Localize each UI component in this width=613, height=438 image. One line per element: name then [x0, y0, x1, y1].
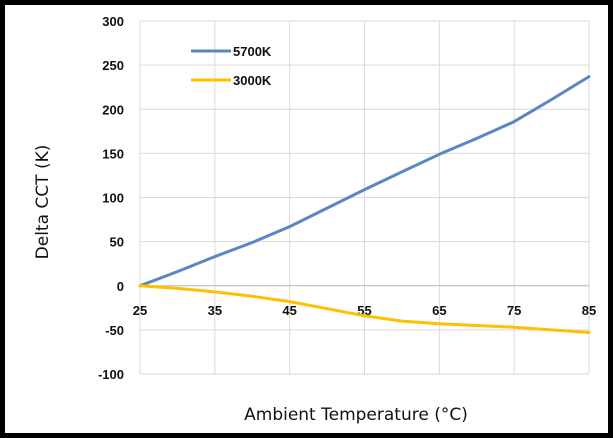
x-tick-label: 75 [507, 303, 521, 318]
y-axis-title: Delta CCT (K) [33, 145, 53, 260]
y-tick-label: 300 [102, 14, 124, 29]
x-tick-label: 45 [282, 303, 296, 318]
x-axis-ticks: 25 35 45 55 65 75 85 [133, 303, 596, 318]
y-tick-label: 250 [102, 58, 124, 73]
y-tick-label: 200 [102, 102, 124, 117]
grid-lines [139, 20, 590, 375]
x-tick-label: 85 [582, 303, 596, 318]
legend-label: 5700K [233, 44, 272, 59]
series-line-5700K [138, 75, 591, 288]
y-tick-label: -100 [98, 367, 124, 382]
x-axis-title: Ambient Temperature (°C) [244, 405, 468, 425]
series-lines [138, 75, 591, 334]
x-tick-label: 25 [133, 303, 147, 318]
legend: 5700K 3000K [191, 44, 272, 88]
series-line-3000K [138, 284, 591, 334]
y-tick-label: 150 [102, 146, 124, 161]
y-tick-label: -50 [105, 323, 124, 338]
y-axis-ticks: 300 250 200 150 100 50 0 -50 -100 [98, 14, 124, 382]
x-tick-label: 65 [432, 303, 446, 318]
legend-label: 3000K [233, 73, 272, 88]
x-tick-label: 35 [208, 303, 222, 318]
y-tick-label: 0 [117, 279, 124, 294]
y-tick-label: 100 [102, 191, 124, 206]
top-border [0, 0, 613, 5]
y-tick-label: 50 [110, 235, 124, 250]
